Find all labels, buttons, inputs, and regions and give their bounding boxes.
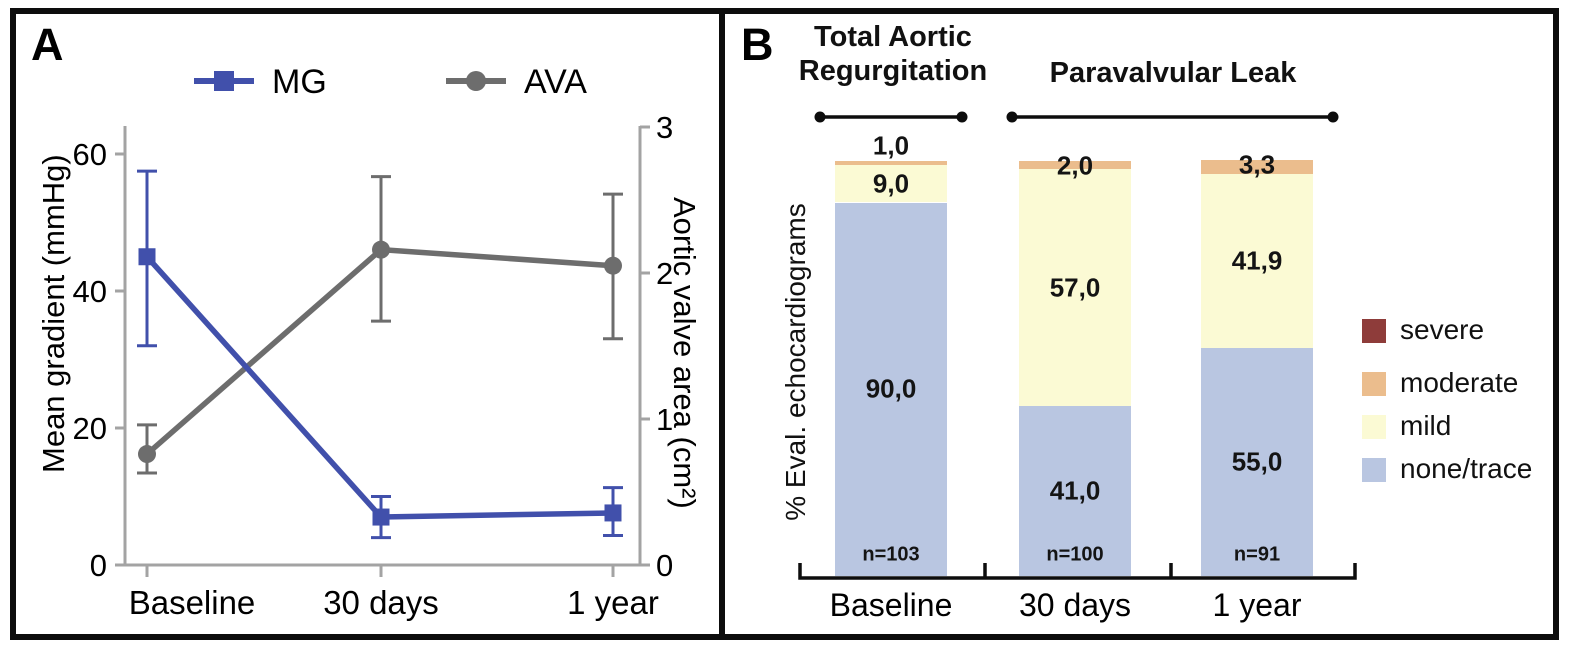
legend-MG-marker — [214, 71, 234, 91]
bar-segment-30 days-none/trace — [1019, 405, 1131, 576]
group-bracket-dot — [1006, 111, 1018, 123]
panel-b-axes — [798, 111, 1357, 580]
left-axis-title: Mean gradient (mmHg) — [36, 154, 71, 473]
MG-marker — [604, 504, 622, 522]
right-axis-title: Aortic valve area (cm²) — [667, 197, 702, 509]
n-label-1 year: n=91 — [1233, 543, 1281, 566]
MG-marker — [372, 508, 390, 526]
legend-AVA-marker — [466, 71, 486, 91]
bar-segment-Baseline-moderate — [835, 161, 947, 166]
legend-MG-label: MG — [272, 63, 327, 101]
x-category-label-Baseline: Baseline — [829, 587, 953, 623]
value-label-Baseline-none/trace: 90,0 — [865, 373, 917, 404]
figure-border — [10, 8, 1559, 640]
AVA-marker — [372, 240, 390, 259]
group-bracket-dot — [814, 111, 826, 123]
bar-segment-30 days-moderate — [1019, 161, 1131, 170]
legend-swatch-none/trace — [1362, 458, 1386, 482]
bar-segment-Baseline-mild — [835, 165, 947, 203]
legend-label-severe: severe — [1400, 314, 1485, 345]
left-axis-tick-label: 60 — [73, 137, 107, 172]
value-label-30 days-moderate: 2,0 — [1056, 150, 1094, 181]
value-label-1 year-mild: 41,9 — [1231, 245, 1283, 276]
x-category-label: Baseline — [129, 584, 256, 621]
panel-a-plot: 0 20 40 60 0 1 2 3 Baseline 30 days 1 year MG AVA — [73, 63, 674, 621]
panel-divider — [719, 8, 725, 640]
left-axis-tick-label: 20 — [73, 411, 107, 446]
left-axis-tick-label: 40 — [73, 274, 107, 309]
value-label-1 year-none/trace: 55,0 — [1231, 446, 1283, 477]
legend-swatch-moderate — [1362, 372, 1386, 396]
MG-marker — [138, 248, 156, 266]
value-label-Baseline-moderate: 1,0 — [872, 130, 910, 161]
value-label-30 days-mild: 57,0 — [1049, 272, 1101, 303]
legend-AVA-label: AVA — [524, 63, 587, 101]
left-axis-tick-label: 0 — [90, 548, 107, 583]
n-label-Baseline: n=103 — [862, 543, 920, 566]
legend-label-moderate: moderate — [1400, 367, 1519, 398]
value-label-30 days-none/trace: 41,0 — [1049, 475, 1101, 506]
value-label-1 year-moderate: 3,3 — [1238, 149, 1276, 180]
right-axis-tick-label: 1 — [656, 402, 673, 437]
panel-a-label: A — [31, 19, 64, 70]
AVA-marker — [138, 445, 156, 464]
panel-b-label: B — [741, 19, 774, 70]
group-header-paravalvular-leak: Paravalvular Leak — [1049, 57, 1297, 89]
x-category-label: 30 days — [323, 584, 439, 621]
legend-label-none/trace: none/trace — [1400, 453, 1533, 484]
right-axis-tick-label: 0 — [656, 548, 673, 583]
group-bracket-dot — [1327, 111, 1339, 123]
bar-segment-Baseline-none/trace — [835, 202, 947, 576]
panel-b-y-axis-title: % Eval. echocardiograms — [780, 203, 811, 521]
group-bracket-dot — [956, 111, 968, 123]
right-axis-tick-label: 3 — [656, 110, 673, 145]
bar-segment-1 year-mild — [1201, 173, 1313, 348]
bar-segment-1 year-none/trace — [1201, 347, 1313, 576]
x-axis-bracket — [798, 563, 1357, 580]
group-header-total-aortic-regurgitation: Total Aortic Regurgitation — [798, 21, 988, 87]
legend-label-mild: mild — [1400, 410, 1452, 441]
AVA-marker — [604, 256, 622, 275]
value-label-Baseline-mild: 9,0 — [872, 168, 910, 199]
legend-swatch-mild — [1362, 415, 1386, 439]
x-category-label-30 days: 30 days — [1018, 587, 1132, 623]
right-axis-tick-label: 2 — [656, 256, 673, 291]
n-label-30 days: n=100 — [1046, 543, 1104, 566]
legend-swatch-severe — [1362, 319, 1386, 343]
bar-segment-1 year-moderate — [1201, 160, 1313, 174]
bar-segment-30 days-mild — [1019, 169, 1131, 406]
x-category-label-1 year: 1 year — [1212, 587, 1302, 623]
x-category-label: 1 year — [567, 584, 659, 621]
